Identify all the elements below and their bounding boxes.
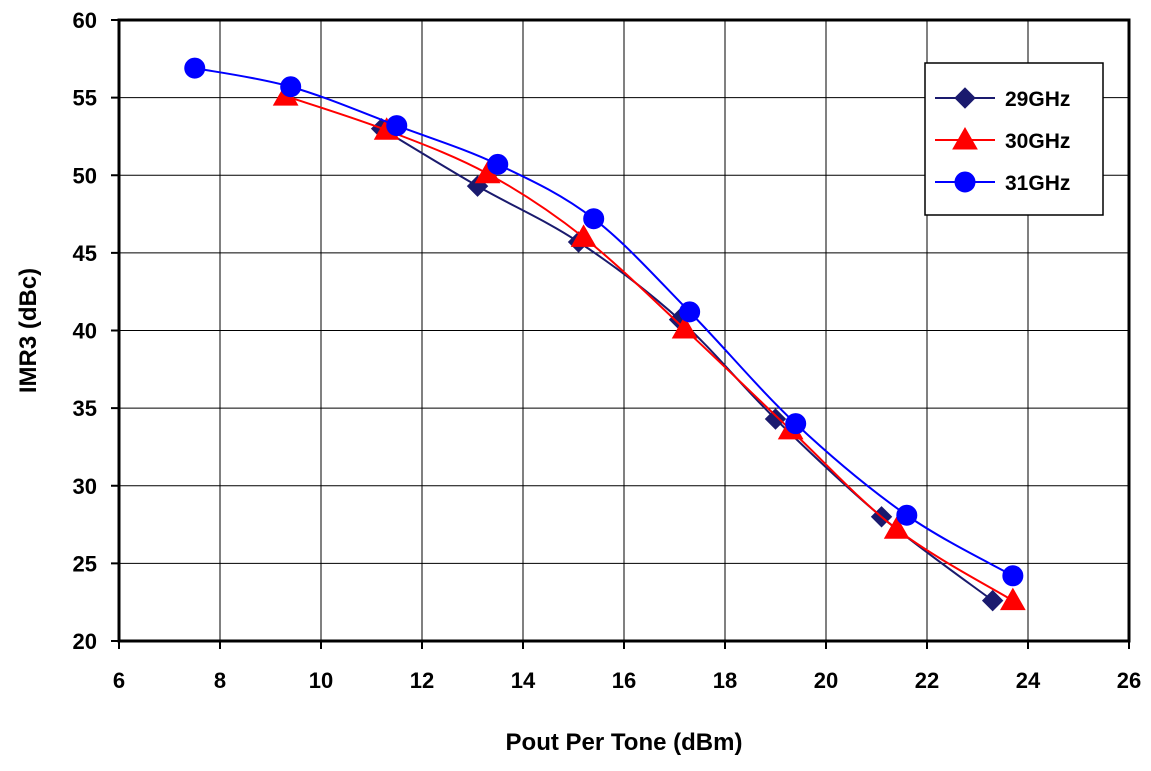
y-tick-label: 35: [73, 396, 97, 421]
data-point: [386, 115, 408, 137]
data-point: [583, 208, 605, 230]
x-tick-label: 10: [309, 668, 333, 693]
x-tick-label: 20: [814, 668, 838, 693]
x-tick-label: 6: [113, 668, 125, 693]
data-point: [1002, 565, 1024, 587]
x-tick-label: 8: [214, 668, 226, 693]
series-line: [285, 95, 1014, 602]
y-tick-label: 60: [73, 8, 97, 33]
legend-label: 31GHz: [1005, 172, 1070, 195]
y-tick-label: 20: [73, 629, 97, 654]
data-point: [280, 76, 302, 98]
legend-marker: [952, 126, 978, 150]
y-tick-label: 45: [73, 241, 97, 266]
series-line: [194, 67, 1014, 577]
x-tick-label: 22: [915, 668, 939, 693]
data-point: [785, 413, 807, 435]
data-point: [999, 587, 1026, 611]
data-point: [981, 589, 1004, 612]
y-tick-label: 50: [73, 163, 97, 188]
data-point: [184, 57, 206, 79]
legend: 29GHz 30GHz 31GHz: [924, 62, 1104, 216]
legend-item: 31GHz: [935, 171, 1070, 195]
x-tick-label: 12: [410, 668, 434, 693]
legend-marker: [954, 87, 976, 109]
data-point: [896, 504, 918, 526]
x-tick-label: 16: [612, 668, 636, 693]
y-axis-title: IMR3 (dBc): [15, 268, 42, 393]
legend-item: 29GHz: [935, 87, 1070, 111]
legend-label: 30GHz: [1005, 130, 1070, 153]
x-axis-title: Pout Per Tone (dBm): [506, 729, 743, 756]
data-point: [671, 315, 698, 339]
data-point: [764, 408, 787, 430]
y-tick-label: 30: [73, 474, 97, 499]
legend-marker: [954, 171, 976, 193]
data-point: [570, 224, 597, 247]
data-point: [883, 516, 910, 539]
y-tick-label: 55: [73, 86, 97, 111]
x-tick-label: 26: [1117, 668, 1141, 693]
axis-ticks: 6 8 10 12 14 16 18 20 22 24 26 20 25 30 35 40 45 50 55 60: [73, 8, 1142, 693]
series-layer: [184, 57, 1026, 612]
x-tick-label: 18: [713, 668, 737, 693]
y-tick-label: 40: [73, 319, 97, 344]
series-31GHz: [184, 57, 1024, 587]
legend-item: 30GHz: [935, 126, 1070, 153]
data-point: [679, 301, 701, 323]
x-tick-label: 14: [511, 668, 536, 693]
x-tick-label: 24: [1016, 668, 1041, 693]
legend-label: 29GHz: [1005, 88, 1070, 111]
data-point: [487, 153, 509, 175]
y-tick-label: 25: [73, 551, 97, 576]
